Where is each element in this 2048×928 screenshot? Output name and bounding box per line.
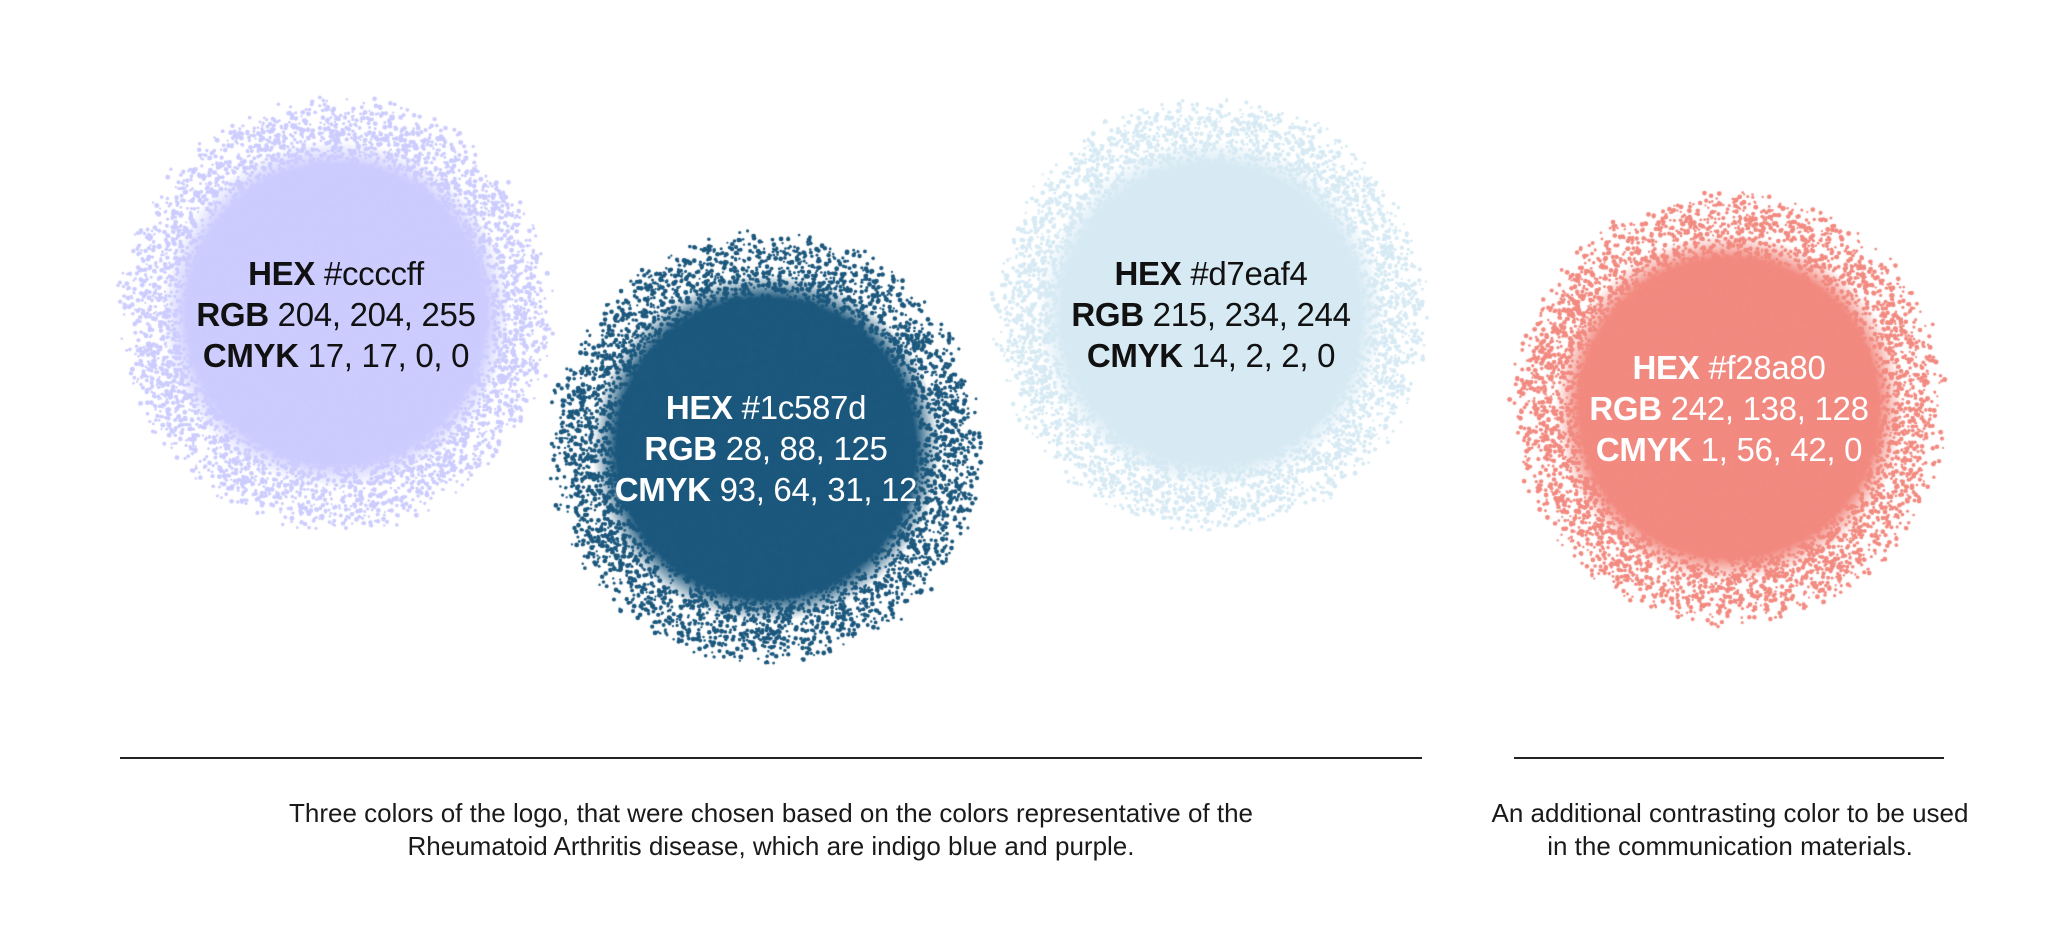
swatch-dark-blue-splatter: [536, 218, 996, 678]
logo-colors-divider: [120, 757, 1422, 759]
rgb-key: RGB: [644, 429, 717, 467]
cmyk-key: CMYK: [202, 336, 299, 374]
rgb-value: 28, 88, 125: [725, 429, 888, 467]
rgb-value: 242, 138, 128: [1670, 389, 1869, 427]
cmyk-key: CMYK: [1086, 336, 1183, 374]
additional-color-caption: An additional contrasting color to be us…: [1491, 798, 1969, 861]
hex-key: HEX: [1114, 254, 1182, 292]
rgb-key: RGB: [1589, 389, 1662, 427]
swatch-indigo-label: HEX #ccccff RGB 204, 204, 255 CMYK 17, 1…: [106, 84, 566, 544]
cmyk-key: CMYK: [614, 470, 711, 508]
cmyk-value: 14, 2, 2, 0: [1191, 336, 1336, 374]
swatch-indigo: HEX #ccccff RGB 204, 204, 255 CMYK 17, 1…: [106, 84, 566, 544]
swatch-coral: HEX #f28a80 RGB 242, 138, 128 CMYK 1, 56…: [1499, 178, 1959, 638]
rgb-key: RGB: [1071, 295, 1144, 333]
swatch-coral-label: HEX #f28a80 RGB 242, 138, 128 CMYK 1, 56…: [1499, 178, 1959, 638]
cmyk-key: CMYK: [1595, 430, 1692, 468]
cmyk-row: CMYK 1, 56, 42, 0: [1595, 429, 1863, 470]
cmyk-value: 93, 64, 31, 12: [719, 470, 918, 508]
swatch-light-blue-label: HEX #d7eaf4 RGB 215, 234, 244 CMYK 14, 2…: [981, 84, 1441, 544]
rgb-key: RGB: [196, 295, 269, 333]
cmyk-value: 1, 56, 42, 0: [1700, 430, 1863, 468]
hex-row: HEX #f28a80: [1632, 347, 1825, 388]
cmyk-value: 17, 17, 0, 0: [307, 336, 470, 374]
rgb-row: RGB 28, 88, 125: [644, 428, 887, 469]
rgb-row: RGB 215, 234, 244: [1071, 294, 1351, 335]
swatch-dark-blue: HEX #1c587d RGB 28, 88, 125 CMYK 93, 64,…: [536, 218, 996, 678]
swatch-dark-blue-label: HEX #1c587d RGB 28, 88, 125 CMYK 93, 64,…: [536, 218, 996, 678]
swatch-coral-splatter: [1499, 178, 1959, 638]
logo-colors-caption: Three colors of the logo, that were chos…: [288, 798, 1254, 861]
rgb-row: RGB 204, 204, 255: [196, 294, 476, 335]
rgb-row: RGB 242, 138, 128: [1589, 388, 1869, 429]
cmyk-row: CMYK 93, 64, 31, 12: [614, 469, 918, 510]
additional-color-divider: [1514, 757, 1944, 759]
hex-value: #f28a80: [1708, 348, 1826, 386]
hex-value: #d7eaf4: [1190, 254, 1308, 292]
swatch-indigo-splatter: [106, 84, 566, 544]
hex-key: HEX: [248, 254, 316, 292]
swatch-light-blue-splatter: [981, 84, 1441, 544]
hex-row: HEX #1c587d: [665, 387, 867, 428]
cmyk-row: CMYK 14, 2, 2, 0: [1086, 335, 1336, 376]
rgb-value: 215, 234, 244: [1152, 295, 1351, 333]
hex-row: HEX #d7eaf4: [1114, 253, 1307, 294]
hex-key: HEX: [665, 388, 733, 426]
cmyk-row: CMYK 17, 17, 0, 0: [202, 335, 470, 376]
hex-value: #1c587d: [741, 388, 867, 426]
hex-value: #ccccff: [323, 254, 424, 292]
rgb-value: 204, 204, 255: [277, 295, 476, 333]
hex-key: HEX: [1632, 348, 1700, 386]
hex-row: HEX #ccccff: [248, 253, 424, 294]
swatch-light-blue: HEX #d7eaf4 RGB 215, 234, 244 CMYK 14, 2…: [981, 84, 1441, 544]
